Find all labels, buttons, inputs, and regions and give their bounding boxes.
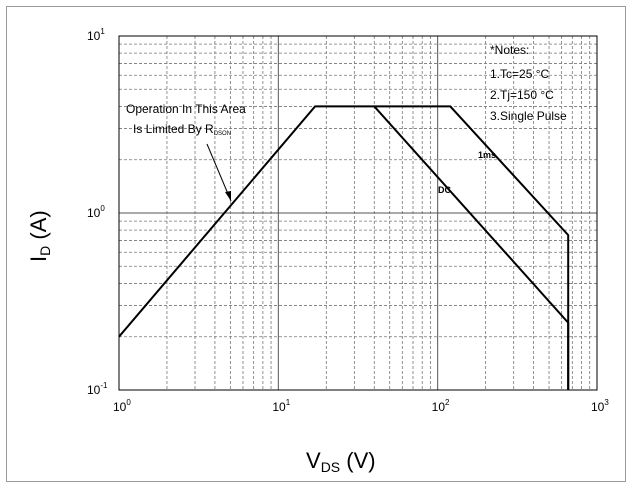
label-1ms: 1ms — [478, 150, 496, 160]
note-tj: 2.Tj=150 °C — [490, 88, 554, 102]
x-tick-label: 102 — [432, 398, 450, 414]
note-title: *Notes: — [490, 43, 529, 57]
x-tick-label: 100 — [113, 398, 131, 414]
plot-area-border — [118, 35, 598, 391]
chart-frame — [6, 6, 626, 482]
y-tick-label: 101 — [87, 27, 105, 43]
x-tick-label: 103 — [591, 398, 609, 414]
rdson-arrow-head — [225, 191, 231, 201]
rdson-arrow-line — [206, 143, 232, 202]
grid — [119, 36, 597, 390]
y-tick-label: 100 — [87, 204, 105, 220]
notes-box: *Notes: 1.Tc=25 °C 2.Tj=150 °C 3.Single … — [490, 43, 567, 123]
x-tick-label: 101 — [272, 398, 290, 414]
y-axis-label: ID (A) — [26, 210, 53, 262]
rdson-annotation-line2: Is Limited By RDSON — [133, 122, 231, 137]
series — [118, 105, 570, 390]
y-tick-label: 10-1 — [87, 381, 108, 397]
note-pulse: 3.Single Pulse — [490, 109, 567, 123]
note-tc: 1.Tc=25 °C — [490, 67, 549, 81]
rdson-annotation-line1: Operation In This Area — [126, 102, 246, 116]
series-line-dc — [118, 105, 570, 390]
rdson-annotation: Operation In This Area Is Limited By RDS… — [126, 102, 246, 202]
label-dc: DC — [438, 185, 451, 195]
series-line-1ms — [374, 105, 570, 390]
x-axis-label: VDS (V) — [306, 448, 376, 475]
axis-ticks: 100 101 102 103 101 100 10-1 — [87, 27, 609, 414]
